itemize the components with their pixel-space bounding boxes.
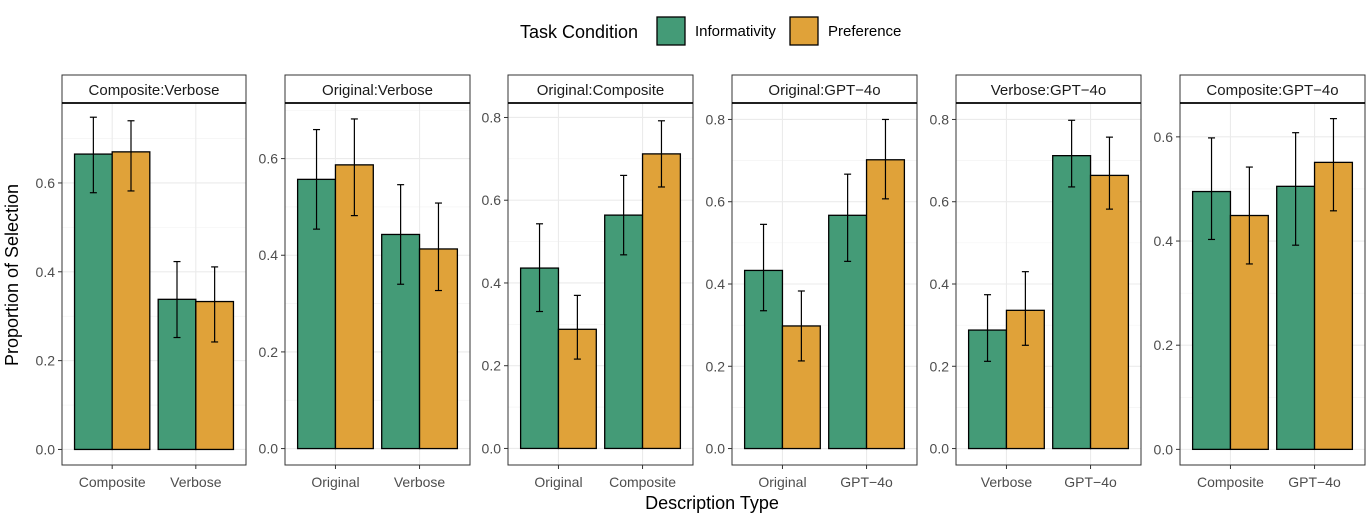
- panel-1: Composite:Verbose 0.0 0.2 0.4 0.6 Composite Ve…: [36, 74, 247, 490]
- strip-label: Verbose:GPT−4o: [991, 82, 1107, 99]
- strip-label: Original:Composite: [537, 82, 665, 99]
- y-tick-label: 0.8: [930, 111, 950, 127]
- strip-box: [61, 74, 247, 104]
- y-tick-label: 0.6: [36, 175, 56, 191]
- y-tick-label: 0.4: [706, 276, 726, 292]
- panel-2: Original:Verbose 0.0 0.2 0.4 0.6 Original Verb…: [259, 74, 471, 490]
- y-tick-label: 0.6: [706, 194, 726, 210]
- x-tick-label: Original: [534, 474, 582, 490]
- bar-informativity-gpt4o: [1052, 155, 1092, 450]
- x-tick-label: GPT−4o: [1288, 474, 1341, 490]
- bar-preference-composite: [641, 153, 682, 450]
- y-tick-label: 0.0: [1154, 441, 1174, 457]
- panel-3: Original:Composite 0.0 0.2 0.4 0.6 0.8 Origina…: [482, 74, 694, 490]
- y-tick-label: 0.4: [259, 247, 279, 263]
- y-tick-label: 0.2: [482, 358, 502, 374]
- x-tick-label: Verbose: [170, 474, 222, 490]
- y-tick-label: 0.4: [930, 276, 950, 292]
- legend: Task Condition Informativity Preference: [520, 16, 901, 46]
- y-axis-title: Proportion of Selection: [2, 184, 22, 366]
- strip-label: Original:Verbose: [322, 82, 433, 99]
- x-tick-label: Original: [311, 474, 359, 490]
- y-tick-label: 0.2: [36, 353, 56, 369]
- bar-preference-verbose: [195, 300, 235, 451]
- x-tick-label: GPT−4o: [840, 474, 893, 490]
- bar-preference-composite: [111, 151, 151, 451]
- facet-panels: Composite:Verbose 0.0 0.2 0.4 0.6 Composite Ve…: [36, 74, 1366, 490]
- y-tick-label: 0.4: [1154, 233, 1174, 249]
- y-tick-label: 0.0: [930, 441, 950, 457]
- bar-informativity-composite: [73, 153, 113, 451]
- panel-6: Composite:GPT−4o 0.0 0.2 0.4 0.6 Composite GPT…: [1154, 74, 1366, 490]
- y-tick-label: 0.0: [706, 441, 726, 457]
- strip-box: [731, 74, 918, 104]
- y-tick-label: 0.8: [482, 109, 502, 125]
- bar-preference-gpt4o: [1089, 174, 1130, 450]
- y-tick-label: 0.2: [706, 358, 726, 374]
- y-tick-label: 0.0: [36, 441, 56, 457]
- legend-swatch-informativity: [656, 16, 686, 46]
- x-tick-label: Verbose: [981, 474, 1033, 490]
- x-tick-label: Composite: [1197, 474, 1264, 490]
- strip-box: [284, 74, 471, 104]
- x-axis-title: Description Type: [645, 493, 779, 513]
- panel-5: Verbose:GPT−4o 0.0 0.2 0.4 0.6 0.8 Verbose GPT−…: [930, 74, 1142, 490]
- x-tick-label: Composite: [609, 474, 676, 490]
- y-tick-label: 0.6: [482, 192, 502, 208]
- y-tick-label: 0.2: [1154, 337, 1174, 353]
- y-tick-label: 0.0: [259, 441, 279, 457]
- legend-swatch-preference: [789, 16, 819, 46]
- y-tick-label: 0.4: [36, 264, 56, 280]
- legend-title: Task Condition: [520, 22, 638, 42]
- legend-label-informativity: Informativity: [695, 23, 776, 40]
- y-tick-label: 0.2: [930, 358, 950, 374]
- y-tick-label: 0.6: [1154, 129, 1174, 145]
- y-tick-label: 0.6: [259, 151, 279, 167]
- y-tick-label: 0.8: [706, 111, 726, 127]
- x-tick-label: Verbose: [394, 474, 446, 490]
- x-tick-label: Original: [758, 474, 806, 490]
- y-tick-label: 0.4: [482, 275, 502, 291]
- strip-label: Composite:GPT−4o: [1206, 82, 1338, 99]
- strip-label: Original:GPT−4o: [768, 82, 880, 99]
- y-tick-label: 0.6: [930, 194, 950, 210]
- panel-4: Original:GPT−4o 0.0 0.2 0.4 0.6 0.8 Original GP…: [706, 74, 918, 490]
- strip-label: Composite:Verbose: [89, 82, 220, 99]
- y-tick-label: 0.0: [482, 440, 502, 456]
- x-tick-label: Composite: [79, 474, 146, 490]
- legend-label-preference: Preference: [828, 23, 901, 40]
- bar-preference-gpt4o: [865, 159, 906, 450]
- x-tick-label: GPT−4o: [1064, 474, 1117, 490]
- y-tick-label: 0.2: [259, 344, 279, 360]
